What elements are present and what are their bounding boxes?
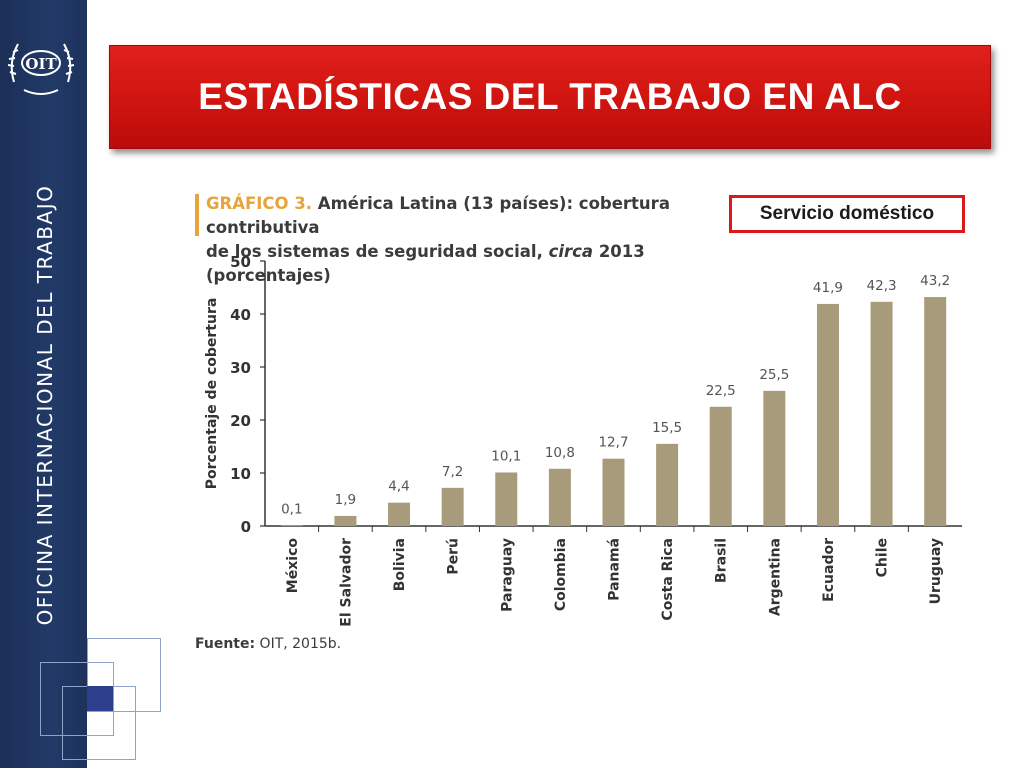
decor-fill-square (87, 686, 113, 711)
category-label: Uruguay (928, 538, 944, 604)
bar-1 (334, 515, 357, 526)
value-label: 25,5 (759, 367, 789, 383)
category-label: Perú (446, 538, 462, 575)
title-banner: ESTADÍSTICAS DEL TRABAJO EN ALC (109, 45, 991, 149)
y-axis-title: Porcentaje de cobertura (204, 298, 220, 490)
category-label: Brasil (714, 538, 730, 583)
category-badge: Servicio doméstico (729, 195, 965, 233)
value-label: 41,9 (813, 280, 843, 296)
bar-6 (602, 458, 625, 526)
value-label: 10,8 (545, 445, 575, 461)
category-label: México (285, 538, 301, 594)
category-label: Bolivia (392, 538, 408, 591)
category-label: Chile (875, 538, 891, 577)
category-label: Panamá (607, 538, 623, 601)
y-tick-label: 30 (230, 359, 251, 377)
y-tick-label: 40 (230, 306, 251, 324)
category-label: Argentina (767, 538, 783, 616)
value-label: 22,5 (706, 383, 736, 399)
chart-number: GRÁFICO 3. (206, 194, 313, 213)
bar-3 (441, 487, 464, 526)
value-label: 0,1 (281, 501, 302, 517)
bar-11 (870, 301, 893, 526)
bar-chart: 0 10 20 30 40 50 Porcentaje de cobertura 0,1 Méx… (204, 253, 962, 627)
bar-0 (280, 525, 303, 527)
value-label: 7,2 (442, 464, 463, 480)
bar-4 (495, 472, 518, 526)
bar-2 (388, 502, 411, 526)
y-tick-label: 10 (230, 465, 251, 483)
value-label: 15,5 (652, 420, 682, 436)
decor-square-1 (87, 638, 161, 712)
value-label: 10,1 (491, 448, 521, 464)
chart-title-line2a: de los sistemas de seguridad social, (206, 242, 549, 261)
svg-text:OIT: OIT (25, 55, 57, 73)
source-label: Fuente: (195, 636, 256, 652)
value-label: 43,2 (920, 273, 950, 289)
bar-9 (763, 390, 786, 526)
bar-12 (924, 297, 947, 526)
bar-10 (816, 303, 839, 526)
chart-title-line1: América Latina (13 países): cobertura co… (206, 194, 670, 237)
chart-title-line2b: 2013 (porcentajes) (206, 242, 645, 285)
page-title: ESTADÍSTICAS DEL TRABAJO EN ALC (198, 76, 902, 117)
bar-5 (548, 468, 571, 526)
category-label: Ecuador (821, 538, 837, 602)
oit-logo-icon: OIT (7, 43, 75, 95)
y-tick-label: 20 (230, 412, 251, 430)
value-label: 12,7 (598, 435, 628, 451)
chart-title: GRÁFICO 3. América Latina (13 países): c… (206, 192, 726, 288)
category-label: El Salvador (338, 538, 354, 627)
decor-square-2 (40, 662, 114, 736)
category-label: Colombia (553, 538, 569, 611)
y-tick-label: 50 (230, 253, 251, 271)
category-label: Paraguay (499, 538, 515, 612)
chart-header-accent (195, 194, 199, 236)
value-label: 42,3 (867, 278, 897, 294)
source-text: OIT, 2015b. (255, 636, 342, 652)
chart-title-circa: circa (548, 242, 594, 261)
value-label: 1,9 (335, 492, 356, 508)
category-label: Costa Rica (660, 538, 676, 621)
sidebar: OIT OFICINA INTERNACIONAL DEL TRABAJO (0, 0, 161, 768)
bar-8 (709, 406, 732, 526)
bar-7 (656, 443, 679, 526)
source-note: Fuente: OIT, 2015b. (195, 636, 341, 652)
value-label: 4,4 (388, 479, 409, 495)
y-tick-label: 0 (241, 518, 251, 536)
sidebar-org-name: OFICINA INTERNACIONAL DEL TRABAJO (33, 184, 57, 626)
